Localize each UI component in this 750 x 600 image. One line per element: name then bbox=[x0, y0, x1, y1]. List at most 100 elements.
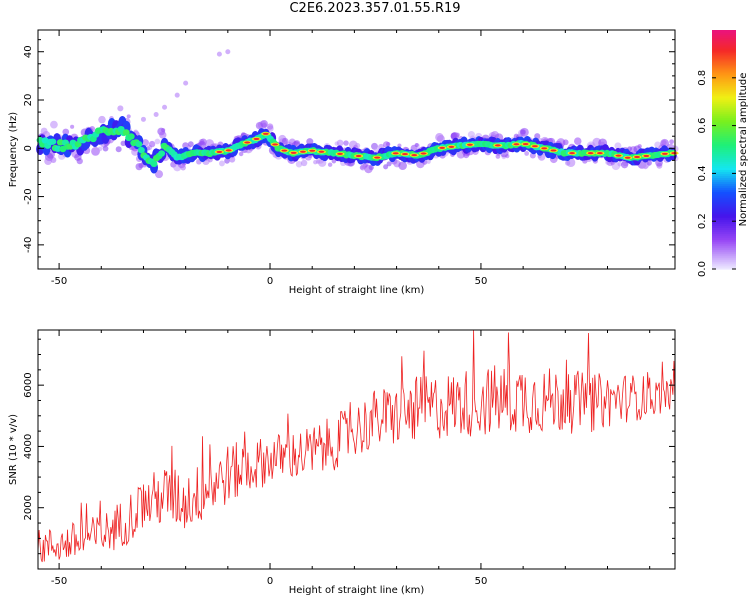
colorbar-cell bbox=[712, 165, 736, 169]
colorbar-cell bbox=[712, 245, 736, 248]
colorbar-cell bbox=[712, 257, 736, 260]
colorbar-cell bbox=[712, 95, 736, 99]
y-tick-label: 0 bbox=[23, 145, 34, 151]
heatmap-cell bbox=[327, 162, 333, 167]
colorbar-cell bbox=[712, 99, 736, 103]
x-tick-label: -50 bbox=[51, 276, 67, 287]
colorbar-label: Normalized spectral amplitude bbox=[738, 73, 749, 227]
heatmap-cell bbox=[392, 152, 399, 155]
heatmap-cell bbox=[569, 152, 576, 155]
colorbar-cell bbox=[712, 121, 736, 125]
x-axis-label: Height of straight line (km) bbox=[289, 285, 425, 296]
colorbar-cell bbox=[712, 195, 736, 198]
colorbar-cell bbox=[712, 123, 736, 127]
heatmap-cell bbox=[150, 160, 158, 168]
colorbar-cell bbox=[712, 261, 736, 264]
colorbar-cell bbox=[712, 153, 736, 157]
heatmap-cell bbox=[154, 138, 161, 145]
colorbar-cell bbox=[712, 215, 736, 218]
colorbar-tick-label: 0.2 bbox=[697, 213, 708, 229]
colorbar-cell bbox=[712, 67, 736, 71]
heatmap-cell bbox=[386, 161, 392, 167]
colorbar-cell bbox=[712, 59, 736, 63]
colorbar-cell bbox=[712, 63, 736, 67]
colorbar-tick-label: 0.4 bbox=[697, 165, 708, 181]
heatmap-cell bbox=[398, 161, 407, 170]
colorbar-cell bbox=[712, 249, 736, 252]
colorbar-cell bbox=[712, 263, 736, 266]
heatmap-cell bbox=[615, 154, 622, 157]
colorbar-cell bbox=[712, 71, 736, 75]
heatmap-cell bbox=[260, 120, 268, 128]
heatmap-cell bbox=[646, 160, 652, 166]
colorbar-cell bbox=[712, 143, 736, 147]
heatmap-cell bbox=[40, 127, 48, 135]
heatmap-cell bbox=[671, 152, 678, 155]
heatmap-cell bbox=[643, 154, 650, 158]
heatmap-cell bbox=[337, 152, 344, 155]
colorbar-cell bbox=[712, 149, 736, 153]
colorbar-cell bbox=[712, 151, 736, 155]
colorbar-cell bbox=[712, 185, 736, 188]
colorbar-cell bbox=[712, 61, 736, 65]
colorbar-cell bbox=[712, 189, 736, 192]
colorbar-cell bbox=[712, 239, 736, 242]
colorbar-cell bbox=[712, 91, 736, 95]
heatmap-cell bbox=[364, 164, 373, 174]
colorbar-cell bbox=[712, 85, 736, 89]
heatmap-cell bbox=[253, 137, 260, 141]
colorbar-cell bbox=[712, 217, 736, 220]
heatmap-cell bbox=[624, 156, 631, 159]
colorbar-cell bbox=[712, 53, 736, 57]
colorbar-cell bbox=[712, 155, 736, 159]
heatmap-cell bbox=[466, 143, 473, 146]
colorbar-cell bbox=[712, 187, 736, 190]
heatmap-cell bbox=[102, 145, 109, 152]
heatmap-ridge bbox=[36, 49, 679, 179]
heatmap-cell bbox=[180, 164, 186, 171]
y-axis-label: SNR (10 * v/v) bbox=[8, 414, 19, 485]
heatmap-cell bbox=[402, 152, 409, 156]
colorbar-cell bbox=[712, 117, 736, 121]
colorbar-cell bbox=[712, 241, 736, 244]
heatmap-cell bbox=[309, 149, 316, 152]
colorbar-tick-label: 0.0 bbox=[697, 261, 708, 277]
line-frame bbox=[37, 329, 676, 570]
heatmap-cell bbox=[531, 145, 538, 148]
colorbar-cell bbox=[712, 265, 736, 268]
heatmap-cell bbox=[158, 150, 166, 157]
heatmap-cell bbox=[127, 133, 135, 140]
heatmap-cell bbox=[183, 80, 189, 86]
colorbar-cell bbox=[712, 203, 736, 206]
heatmap-cell bbox=[115, 146, 122, 153]
heatmap-cell bbox=[634, 155, 641, 159]
colorbar-cell bbox=[712, 157, 736, 161]
colorbar-cell bbox=[712, 77, 736, 81]
colorbar-cell bbox=[712, 193, 736, 196]
heatmap-cell bbox=[225, 49, 231, 55]
colorbar-cell bbox=[712, 81, 736, 85]
colorbar-cell bbox=[712, 223, 736, 226]
colorbar-cell bbox=[712, 237, 736, 240]
colorbar-cell bbox=[712, 227, 736, 230]
colorbar-cell bbox=[712, 119, 736, 123]
heatmap-cell bbox=[97, 146, 103, 152]
heatmap-cell bbox=[266, 123, 274, 130]
heatmap-cell bbox=[262, 132, 269, 135]
x-tick-label: 0 bbox=[267, 276, 273, 287]
colorbar-cell bbox=[712, 205, 736, 208]
colorbar-cell bbox=[712, 45, 736, 49]
heatmap-cell bbox=[290, 151, 297, 154]
heatmap-cell bbox=[162, 104, 168, 110]
colorbar-cell bbox=[712, 147, 736, 151]
colorbar-cell bbox=[712, 219, 736, 222]
heatmap-cell bbox=[135, 140, 143, 148]
colorbar-cell bbox=[712, 65, 736, 69]
colorbar-cell bbox=[712, 89, 736, 93]
y-tick-label: -20 bbox=[23, 188, 34, 204]
colorbar-cell bbox=[712, 247, 736, 250]
chart-title: C2E6.2023.357.01.55.R19 bbox=[289, 1, 461, 16]
colorbar-cell bbox=[712, 57, 736, 61]
heatmap-panel bbox=[36, 49, 679, 179]
heatmap-cell bbox=[137, 146, 145, 154]
